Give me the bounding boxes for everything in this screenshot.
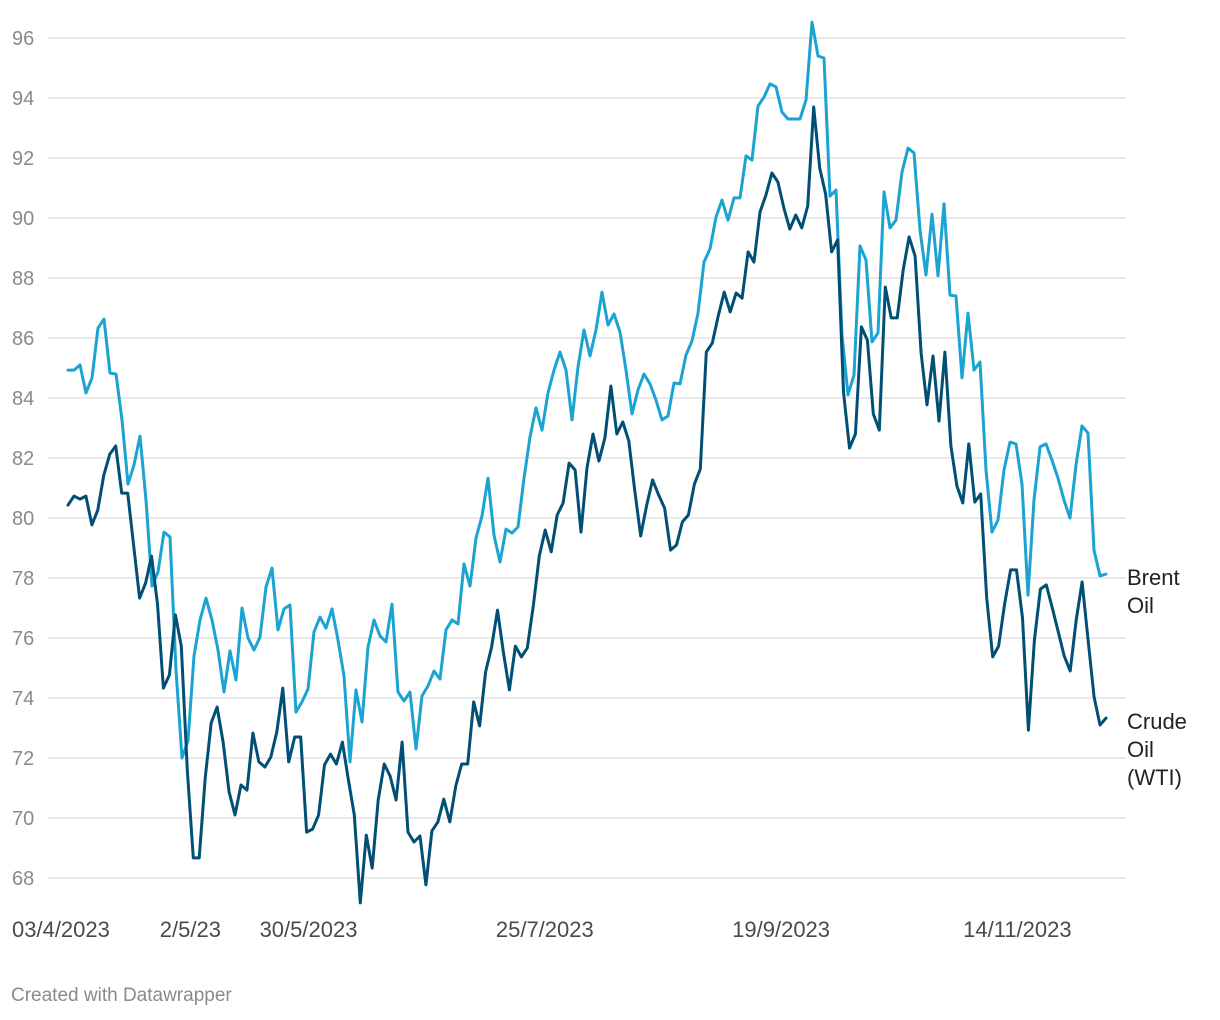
y-tick-label: 74 bbox=[12, 688, 34, 710]
x-tick-label: 14/11/2023 bbox=[963, 917, 1071, 942]
x-tick-label: 25/7/2023 bbox=[496, 917, 594, 942]
x-tick-label: 2/5/23 bbox=[160, 917, 221, 942]
series-line-brent bbox=[66, 20, 1108, 764]
x-tick-label: 03/4/2023 bbox=[12, 917, 110, 942]
y-tick-label: 94 bbox=[12, 88, 34, 110]
x-tick-label: 30/5/2023 bbox=[260, 917, 358, 942]
y-tick-label: 88 bbox=[12, 268, 34, 290]
y-tick-label: 68 bbox=[12, 868, 34, 890]
x-tick-label: 19/9/2023 bbox=[732, 917, 830, 942]
y-tick-label: 86 bbox=[12, 328, 34, 350]
y-tick-label: 82 bbox=[12, 448, 34, 470]
y-tick-label: 96 bbox=[12, 28, 34, 50]
series-label: Brent bbox=[1127, 565, 1180, 590]
y-tick-label: 92 bbox=[12, 148, 34, 170]
footer-credit: Created with Datawrapper bbox=[11, 985, 232, 1006]
series-line-wti bbox=[66, 105, 1108, 905]
series-labels: Brent Oil Crude Oil (WTI) bbox=[1127, 565, 1187, 790]
y-tick-label: 70 bbox=[12, 808, 34, 830]
x-axis-labels: 03/4/2023 2/5/23 30/5/2023 25/7/2023 19/9/20… bbox=[12, 917, 1072, 942]
y-tick-label: 72 bbox=[12, 748, 34, 770]
line-chart: 68 70 72 74 76 78 80 82 84 86 88 90 92 94 96 03/4/2023… bbox=[12, 20, 1187, 942]
y-axis-labels: 68 70 72 74 76 78 80 82 84 86 88 90 92 94 96 bbox=[12, 28, 34, 890]
y-tick-label: 78 bbox=[12, 568, 34, 590]
gridlines bbox=[48, 37, 1126, 879]
series-lines bbox=[66, 20, 1108, 905]
series-label: Crude bbox=[1127, 709, 1187, 734]
y-tick-label: 84 bbox=[12, 388, 34, 410]
y-tick-label: 80 bbox=[12, 508, 34, 530]
y-tick-label: 90 bbox=[12, 208, 34, 230]
series-label: Oil bbox=[1127, 593, 1154, 618]
series-label: Oil bbox=[1127, 737, 1154, 762]
series-label: (WTI) bbox=[1127, 765, 1182, 790]
y-tick-label: 76 bbox=[12, 628, 34, 650]
